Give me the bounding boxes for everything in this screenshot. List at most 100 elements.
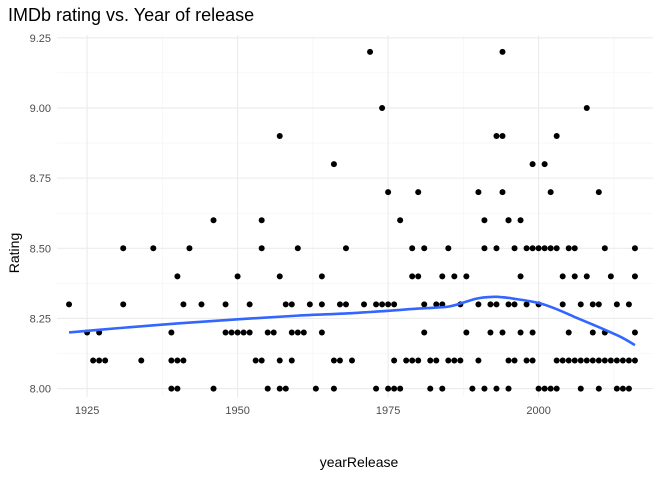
- data-point: [385, 301, 392, 308]
- data-points: [66, 48, 638, 392]
- data-point: [379, 104, 386, 111]
- data-point: [481, 217, 488, 224]
- data-point: [421, 301, 428, 308]
- data-point: [312, 385, 319, 392]
- data-point: [595, 357, 602, 364]
- data-point: [499, 189, 506, 196]
- data-point: [379, 301, 386, 308]
- data-point: [300, 329, 307, 336]
- data-point: [391, 385, 398, 392]
- data-point: [246, 301, 253, 308]
- data-point: [547, 189, 554, 196]
- data-point: [385, 385, 392, 392]
- data-point: [607, 357, 614, 364]
- data-point: [475, 357, 482, 364]
- data-point: [439, 385, 446, 392]
- data-point: [66, 301, 73, 308]
- data-point: [409, 245, 416, 252]
- data-point: [475, 189, 482, 196]
- data-point: [631, 245, 638, 252]
- data-point: [439, 273, 446, 280]
- data-point: [571, 245, 578, 252]
- data-point: [222, 301, 229, 308]
- data-point: [391, 357, 398, 364]
- data-point: [391, 301, 398, 308]
- data-point: [415, 189, 422, 196]
- data-point: [547, 245, 554, 252]
- data-point: [595, 189, 602, 196]
- data-point: [318, 273, 325, 280]
- data-point: [505, 357, 512, 364]
- data-point: [475, 301, 482, 308]
- data-point: [403, 357, 410, 364]
- data-point: [577, 301, 584, 308]
- data-point: [511, 301, 518, 308]
- data-point: [180, 301, 187, 308]
- data-point: [529, 329, 536, 336]
- data-point: [421, 245, 428, 252]
- y-tick-label: 8.00: [30, 384, 51, 396]
- data-point: [523, 245, 530, 252]
- data-point: [264, 385, 271, 392]
- data-point: [631, 273, 638, 280]
- data-point: [613, 301, 620, 308]
- data-point: [445, 357, 452, 364]
- data-point: [445, 245, 452, 252]
- data-point: [505, 301, 512, 308]
- data-point: [553, 133, 560, 140]
- x-tick-label: 1950: [225, 405, 249, 417]
- data-point: [342, 245, 349, 252]
- data-point: [348, 357, 355, 364]
- data-point: [240, 329, 247, 336]
- chart-title: IMDb rating vs. Year of release: [8, 5, 254, 25]
- data-point: [505, 217, 512, 224]
- data-point: [90, 357, 97, 364]
- data-point: [385, 189, 392, 196]
- x-axis-ticks: 1925 1950 1975 2000: [75, 405, 551, 417]
- data-point: [276, 357, 283, 364]
- data-point: [168, 385, 175, 392]
- y-axis-ticks: 8.00 8.25 8.50 8.75 9.00 9.25: [30, 33, 51, 396]
- data-point: [336, 357, 343, 364]
- data-point: [228, 329, 235, 336]
- data-point: [336, 301, 343, 308]
- data-point: [595, 385, 602, 392]
- data-point: [517, 329, 524, 336]
- data-point: [541, 385, 548, 392]
- data-point: [433, 301, 440, 308]
- data-point: [150, 245, 157, 252]
- data-point: [601, 245, 608, 252]
- data-point: [541, 161, 548, 168]
- data-point: [529, 161, 536, 168]
- data-point: [373, 301, 380, 308]
- data-point: [577, 357, 584, 364]
- data-point: [499, 329, 506, 336]
- data-point: [487, 329, 494, 336]
- x-tick-label: 2000: [526, 405, 550, 417]
- data-point: [589, 329, 596, 336]
- data-point: [174, 385, 181, 392]
- data-point: [138, 357, 145, 364]
- data-point: [342, 301, 349, 308]
- data-point: [619, 357, 626, 364]
- data-point: [511, 245, 518, 252]
- data-point: [282, 301, 289, 308]
- data-point: [102, 357, 109, 364]
- grid: [57, 35, 653, 397]
- data-point: [553, 245, 560, 252]
- data-point: [198, 301, 205, 308]
- data-point: [565, 357, 572, 364]
- data-point: [264, 329, 271, 336]
- data-point: [234, 273, 241, 280]
- data-point: [493, 301, 500, 308]
- data-point: [463, 273, 470, 280]
- data-point: [174, 357, 181, 364]
- data-point: [541, 245, 548, 252]
- data-point: [246, 329, 253, 336]
- data-point: [523, 301, 530, 308]
- y-tick-label: 8.50: [30, 243, 51, 255]
- data-point: [427, 385, 434, 392]
- y-tick-label: 8.75: [30, 173, 51, 185]
- data-point: [361, 301, 368, 308]
